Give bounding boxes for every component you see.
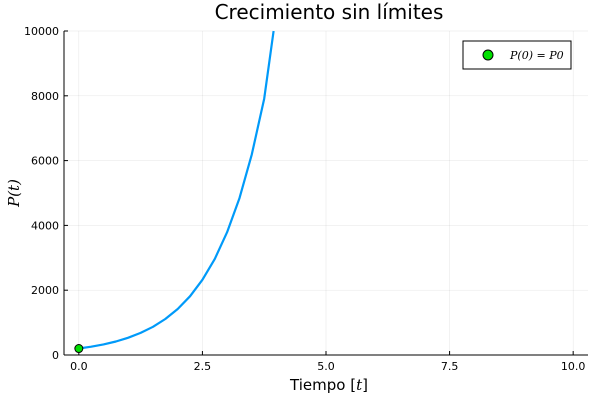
y-tick-label: 8000 (31, 90, 59, 103)
series (74, 30, 275, 354)
x-axis-label: Tiempo [t] (289, 376, 368, 394)
x-tick-label: 2.5 (194, 360, 212, 373)
series-line (78, 30, 275, 350)
legend: P(0) = P0 (462, 40, 572, 70)
y-tick-label: 4000 (31, 219, 59, 232)
legend-entry: P(0) = P0 (509, 49, 564, 62)
x-tick-label: 0.0 (70, 360, 88, 373)
y-tick-label: 0 (52, 349, 59, 362)
x-axis-label-var: t (356, 376, 363, 394)
y-axis-label: P(t) (5, 179, 23, 208)
ticks: 0.0 2.5 5.0 7.5 10.0 0 2000 4000 6000 8000 10000 (24, 25, 585, 373)
y-tick-label: 10000 (24, 25, 59, 38)
y-tick-label: 6000 (31, 155, 59, 168)
x-tick-label: 7.5 (441, 360, 459, 373)
x-axis-label-close: ] (362, 376, 368, 394)
legend-box (462, 40, 572, 70)
x-tick-label: 10.0 (561, 360, 586, 373)
x-tick-label: 5.0 (317, 360, 335, 373)
y-tick-label: 2000 (31, 284, 59, 297)
y-axis-label-group: P(t) (5, 179, 23, 208)
chart-title: Crecimiento sin límites (215, 0, 444, 24)
grid (64, 30, 588, 356)
scatter-point (74, 344, 84, 354)
x-axis-label-text: Tiempo [ (289, 376, 356, 394)
legend-marker (482, 49, 494, 61)
